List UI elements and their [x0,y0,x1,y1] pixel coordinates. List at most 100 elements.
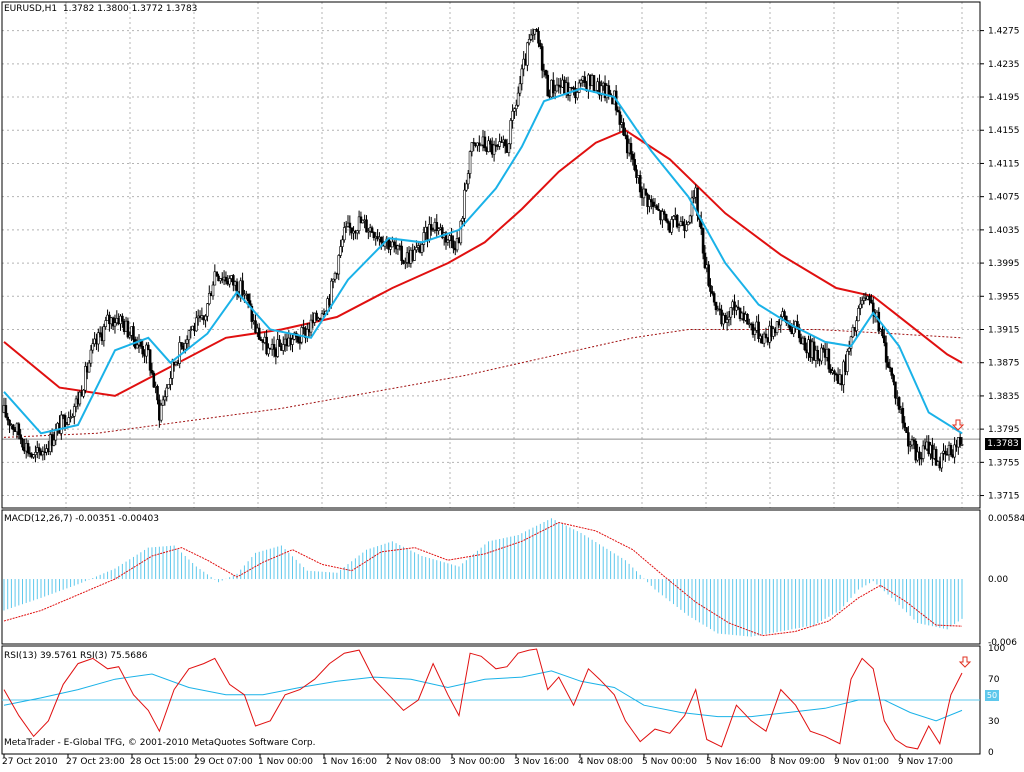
candle-body [908,444,912,447]
candle-body [372,232,376,239]
candle-body [478,142,481,146]
candle-body [28,452,32,455]
x-tick-label: 27 Oct 23:00 [66,757,125,767]
candle-body [881,329,884,337]
candle-body [41,451,45,456]
candle-body [463,189,466,219]
candle-body [792,327,796,335]
pane-frame [1,1,981,509]
y-tick-label: 1.4155 [988,126,1020,136]
candle-body [150,369,154,374]
candle-body [470,142,474,152]
candle-body [672,216,675,220]
candle-body [207,293,211,305]
candle-body [827,348,831,370]
y-tick-label: 1.3955 [988,292,1020,302]
candle-body [11,424,15,430]
y-tick-label: 1.3875 [988,359,1020,369]
candle-body [444,232,448,243]
candle-body [723,315,727,323]
candle-body [514,104,518,110]
candle-body [503,139,507,147]
x-tick-label: 3 Nov 00:00 [450,757,505,767]
candle-body [72,406,76,417]
candle-body [291,338,294,345]
candle-body [32,454,35,458]
candle-body [921,445,925,459]
candle-body [330,280,333,306]
macd-y-tick-label: 0.00 [988,575,1008,585]
candle-body [365,219,368,233]
candle-body [803,337,807,351]
candle-body [729,307,733,318]
candle-body [71,416,74,418]
candle-body [820,347,823,362]
candle-body [446,239,450,243]
candle-body [257,327,261,340]
candle-body [52,439,56,446]
candle-body [370,227,374,233]
x-tick-label: 9 Nov 01:00 [834,757,889,767]
main-down-arrow [951,419,965,431]
candle-body [26,443,30,454]
candle-body [396,245,400,250]
candle-body [102,326,106,342]
candle-body [392,241,396,246]
x-tick-label: 9 Nov 17:00 [898,757,953,767]
y-tick-label: 1.4235 [988,60,1020,70]
candle-body [361,219,365,224]
candle-body [651,201,655,207]
x-tick-label: 1 Nov 00:00 [258,757,313,767]
candle-body [8,419,11,426]
candle-body [664,214,668,222]
candle-body [187,330,191,341]
candle-body [379,236,383,243]
candle-body [180,342,183,347]
rsi-y-tick-label: 0 [988,748,994,758]
candle-body [148,349,152,371]
y-tick-label: 1.4035 [988,226,1020,236]
candle-body [910,439,914,446]
candle-body [696,187,699,216]
candle-body [341,239,344,247]
slow-ma-series [3,129,963,397]
candle-body [701,228,705,254]
candle-body [21,438,24,448]
candle-series [2,27,964,472]
y-tick-label: 1.4075 [988,193,1020,203]
rsi-level-tag: 50 [985,690,999,701]
candle-body [890,367,894,376]
candle-body [670,219,673,233]
candle-body [860,300,864,305]
candle-body [707,264,710,286]
candle-body [537,30,540,44]
candle-body [712,293,716,303]
candle-body [104,320,108,327]
candle-body [751,323,755,335]
rsi-y-tick-label: 100 [988,644,1005,654]
candle-body [958,437,962,446]
candle-body [461,218,464,222]
candle-body [903,422,906,428]
candle-body [526,42,529,66]
y-tick-label: 1.4195 [988,93,1020,103]
slow-ma-line [3,129,963,397]
candle-body [953,444,956,458]
candle-body [539,42,542,47]
candle-body [132,326,135,340]
fast-ma-series [3,87,963,435]
x-tick-label: 1 Nov 16:00 [322,757,377,767]
candle-body [215,271,218,277]
candle-body [725,319,729,323]
candle-body [195,317,198,332]
candle-body [894,381,897,399]
candle-body [905,427,908,433]
x-tick-label: 2 Nov 08:00 [386,757,441,767]
grid-lines [2,2,980,508]
candle-body [355,230,359,234]
candle-body [298,341,302,344]
macd-histogram [3,518,963,637]
candle-body [479,144,483,147]
candle-body [779,316,783,326]
